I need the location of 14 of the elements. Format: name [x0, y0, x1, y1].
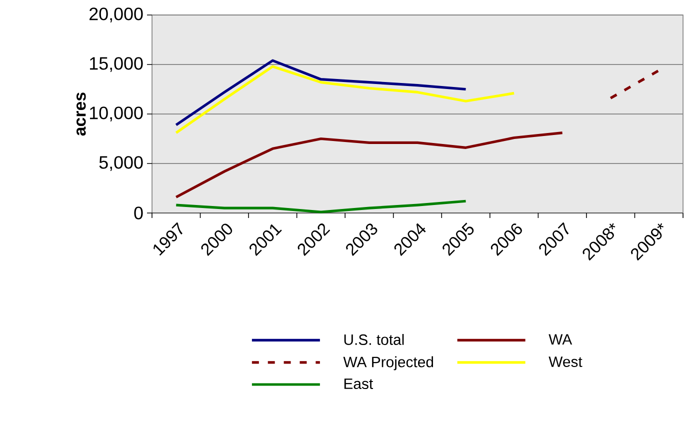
y-tick-label: 0 [134, 206, 143, 220]
legend-label: U.S. total [344, 334, 404, 345]
line-series [174, 132, 564, 198]
y-axis-title: acres [76, 92, 86, 136]
legend-label: WA [548, 334, 572, 345]
line-series [174, 200, 468, 214]
y-tick-label: 10,000 [90, 106, 143, 122]
line-series [174, 65, 516, 134]
legend-label: WA Projected [343, 356, 434, 370]
y-tick-label: 20,000 [90, 8, 143, 22]
legend-label: East [344, 378, 374, 390]
y-tick-label: 5,000 [99, 156, 143, 171]
legend-label: West [548, 356, 582, 368]
y-tick-label: 15,000 [90, 57, 143, 72]
